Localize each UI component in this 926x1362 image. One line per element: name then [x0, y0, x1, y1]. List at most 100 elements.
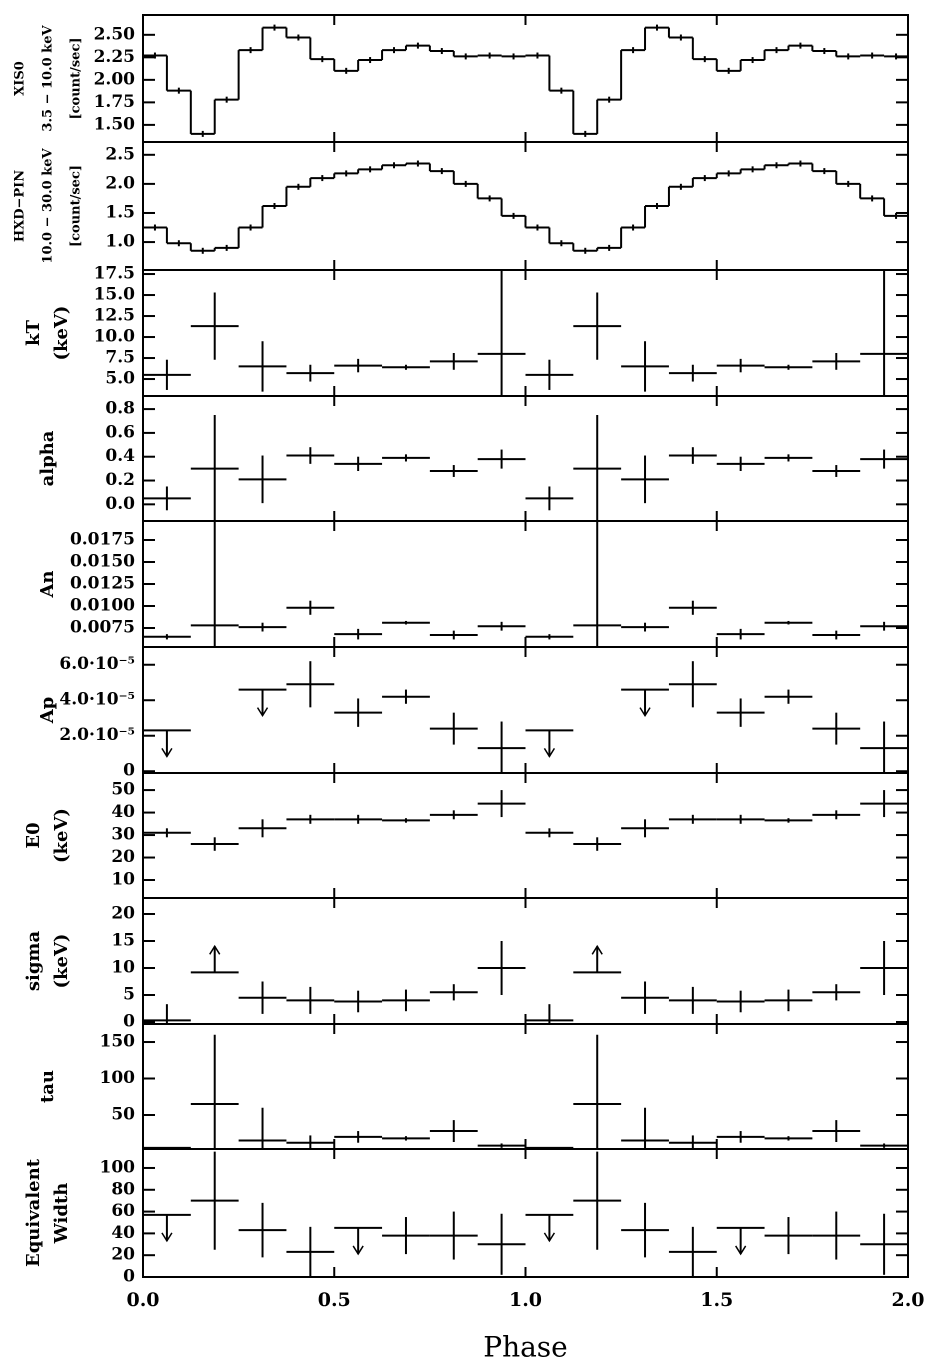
y-tick-label: 2.0	[105, 173, 135, 193]
panel	[143, 270, 908, 396]
y-tick-label: 15.0	[94, 285, 136, 305]
y-axis-label: E0	[23, 822, 44, 848]
panel-frame	[142, 1148, 909, 1278]
y-tick-label: 20	[111, 1245, 135, 1265]
y-tick-label: 0	[123, 761, 135, 781]
y-axis-label: Equivalent	[23, 1158, 44, 1267]
y-tick-label: 50	[111, 780, 135, 800]
y-axis-label: (keV)	[51, 934, 72, 989]
limit-arrow-head	[161, 748, 173, 758]
y-tick-label: 15	[111, 930, 135, 950]
y-axis-label: An	[37, 570, 58, 598]
x-tick-label: 0.0	[126, 1289, 159, 1311]
y-tick-label: 2.0·10⁻⁵	[59, 725, 135, 745]
x-tick-label: 2.0	[891, 1289, 924, 1311]
y-tick-label: 0.0	[105, 494, 135, 514]
y-axis-label: Ap	[37, 697, 58, 725]
panel-frame	[142, 1023, 909, 1150]
panel	[143, 160, 908, 254]
y-tick-label: 0	[123, 1012, 135, 1032]
limit-arrow-head	[639, 707, 651, 718]
panel	[143, 1151, 908, 1277]
y-axis-label: [count/sec]	[69, 165, 84, 247]
y-axis-label: HXD−PIN	[13, 170, 28, 242]
y-tick-label: 5.0	[105, 369, 135, 389]
y-tick-label: 2.50	[94, 24, 136, 44]
y-axis-label: kT	[23, 319, 44, 345]
y-tick-label: 40	[111, 1223, 135, 1243]
y-axis-label: alpha	[37, 430, 58, 486]
panel-frame	[142, 141, 909, 271]
limit-arrow-head	[543, 748, 556, 758]
y-tick-label: 20	[111, 903, 135, 923]
y-axis-label: 3.5 − 10.0 keV	[41, 25, 56, 132]
y-tick-label: 1.75	[94, 92, 135, 112]
y-tick-label: 0.2	[105, 470, 135, 490]
y-tick-label: 0	[123, 1267, 135, 1287]
y-tick-label: 1.0	[105, 232, 135, 252]
y-tick-label: 50	[111, 1104, 135, 1124]
limit-arrow-head	[735, 1245, 747, 1256]
panel-frame	[142, 897, 909, 1025]
y-tick-label: 10	[111, 957, 135, 977]
y-tick-label: 17.5	[94, 264, 135, 284]
y-tick-label: 4.0·10⁻⁵	[59, 690, 135, 710]
limit-arrow-head	[591, 944, 603, 955]
y-tick-label: 10	[111, 870, 135, 890]
y-tick-label: 100	[100, 1157, 136, 1177]
y-tick-label: 0.0100	[70, 595, 135, 615]
x-axis-label: Phase	[483, 1331, 568, 1362]
y-tick-label: 2.00	[94, 69, 136, 89]
y-tick-label: 150	[100, 1032, 136, 1052]
y-tick-label: 80	[111, 1179, 135, 1199]
panel-frame	[142, 772, 909, 899]
y-tick-label: 100	[100, 1068, 136, 1088]
y-tick-label: 1.5	[105, 202, 135, 222]
y-axis-label: (keV)	[51, 306, 72, 361]
panel	[143, 521, 908, 647]
y-axis-label: sigma	[23, 931, 44, 992]
y-tick-label: 0.8	[105, 399, 135, 419]
y-tick-label: 2.25	[94, 47, 135, 67]
limit-arrow-head	[161, 1232, 173, 1243]
y-tick-label: 0.0175	[70, 530, 135, 550]
y-tick-label: 60	[111, 1201, 135, 1221]
x-tick-label: 1.0	[509, 1289, 542, 1311]
y-tick-label: 0.4	[105, 446, 135, 466]
x-tick-label: 1.5	[700, 1289, 733, 1311]
y-tick-label: 2.5	[105, 144, 135, 164]
y-tick-label: 7.5	[105, 348, 135, 368]
y-tick-label: 30	[111, 825, 135, 845]
panel	[143, 661, 908, 773]
panel	[143, 1034, 908, 1149]
limit-arrow-head	[543, 1232, 556, 1243]
x-tick-label: 0.5	[318, 1289, 351, 1311]
panel	[143, 790, 908, 851]
limit-arrow-head	[352, 1245, 364, 1256]
y-tick-label: 10.0	[94, 327, 136, 347]
panel-frame	[142, 269, 909, 397]
panel-frame	[142, 14, 909, 143]
y-tick-label: 20	[111, 847, 135, 867]
y-tick-label: 0.6	[105, 422, 135, 442]
limit-arrow-head	[209, 944, 221, 955]
y-tick-label: 0.0150	[70, 552, 135, 572]
y-tick-label: 6.0·10⁻⁵	[59, 654, 135, 674]
y-axis-label: [count/sec]	[69, 37, 84, 119]
y-tick-label: 5	[123, 984, 135, 1004]
panel	[143, 24, 908, 137]
y-tick-label: 0.0075	[70, 617, 135, 637]
panel	[143, 940, 908, 1024]
panel-frame	[142, 646, 909, 774]
y-tick-label: 1.50	[94, 114, 136, 134]
y-tick-label: 0.0125	[70, 574, 135, 594]
y-axis-label: 10.0 − 30.0 keV	[41, 148, 56, 264]
y-tick-label: 40	[111, 802, 135, 822]
panel	[143, 415, 908, 521]
y-axis-label: XIS0	[13, 61, 28, 96]
y-axis-label: Width	[51, 1183, 72, 1245]
y-tick-label: 12.5	[94, 306, 135, 326]
limit-arrow-head	[256, 707, 269, 718]
y-axis-label: (keV)	[51, 808, 72, 863]
